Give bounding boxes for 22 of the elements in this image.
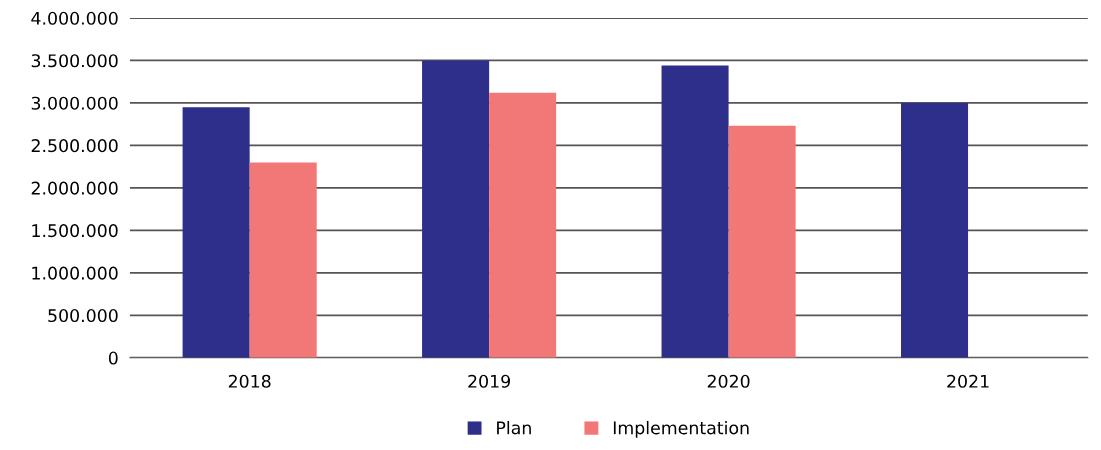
x-tick-label: 2021 [947,374,989,388]
y-tick-label: 3.000.000 [31,96,118,110]
y-tick-label: 500.000 [48,308,118,323]
y-tick-label: 1.000.000 [32,266,118,280]
y-tick-label: 2.000.000 [31,181,118,195]
bar [489,92,557,358]
legend-label: Plan [497,420,531,435]
bar [901,102,969,358]
legend-label: Implementation [613,420,749,438]
y-tick-label: 0 [108,351,118,365]
y-tick-label: 1.500.000 [32,224,118,238]
x-tick-label: 2019 [468,374,510,388]
bar [182,107,250,358]
bar [249,162,317,358]
bar [422,60,490,358]
bar [728,125,796,358]
x-tick-label: 2018 [228,374,271,388]
bar [661,65,729,358]
y-tick-label: 3.500.000 [31,54,118,68]
x-tick-label: 2020 [707,374,750,388]
y-tick-label: 4.000.000 [31,11,118,25]
y-tick-label: 2.500.000 [31,139,118,153]
